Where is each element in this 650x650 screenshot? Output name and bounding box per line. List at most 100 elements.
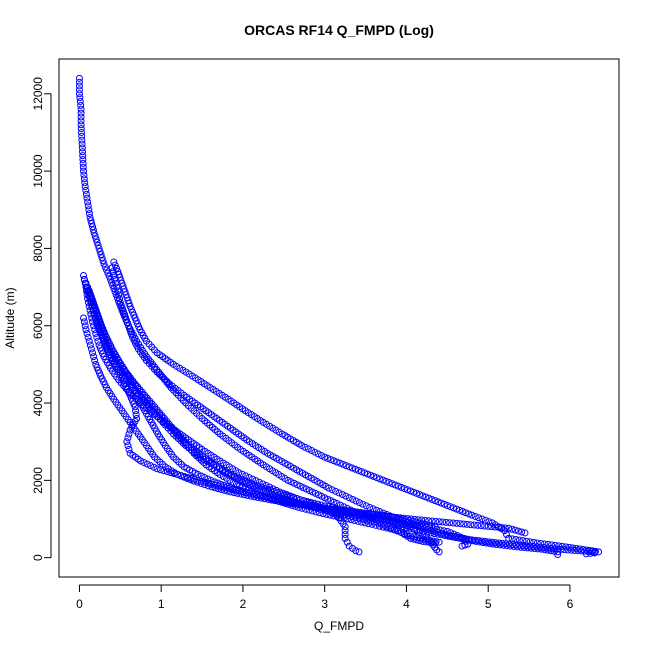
data-point — [177, 472, 185, 480]
data-point — [367, 471, 375, 479]
data-point — [342, 462, 350, 470]
data-point — [526, 542, 534, 550]
y-tick-label: 0 — [31, 554, 45, 561]
data-point — [311, 448, 319, 456]
data-point — [550, 545, 558, 553]
data-point — [355, 548, 363, 556]
data-point — [533, 543, 541, 551]
data-point — [370, 472, 378, 480]
data-point — [523, 537, 531, 545]
data-point — [254, 482, 262, 490]
data-point — [303, 501, 311, 509]
data-point — [351, 465, 359, 473]
data-point — [132, 411, 140, 419]
data-point — [453, 505, 461, 513]
data-point — [379, 523, 387, 531]
data-point — [400, 530, 408, 538]
data-point — [348, 464, 356, 472]
data-point — [554, 545, 562, 553]
data-point — [349, 495, 357, 503]
data-point — [387, 525, 394, 533]
data-point — [226, 483, 234, 491]
data-point — [223, 482, 231, 490]
data-point — [77, 125, 85, 133]
data-point — [434, 498, 442, 506]
data-point — [418, 516, 426, 524]
data-point — [317, 504, 325, 512]
data-point — [77, 121, 85, 129]
data-point — [355, 499, 363, 507]
data-point — [77, 117, 85, 125]
data-point — [543, 544, 551, 552]
data-point — [77, 105, 85, 113]
data-point — [505, 524, 513, 532]
data-point — [345, 463, 353, 471]
data-point — [94, 241, 102, 249]
data-point — [310, 503, 318, 511]
y-tick-label: 2000 — [31, 467, 45, 494]
data-point — [76, 94, 84, 102]
data-point — [92, 235, 100, 243]
data-point — [288, 499, 296, 507]
data-point — [357, 468, 365, 476]
data-point — [442, 518, 450, 526]
data-point — [76, 98, 84, 106]
data-point — [341, 527, 349, 535]
data-point — [446, 503, 454, 511]
data-point — [82, 279, 90, 287]
data-point — [91, 357, 99, 365]
data-point — [277, 497, 285, 505]
y-tick-label: 10000 — [31, 154, 45, 188]
data-point — [391, 481, 399, 489]
data-point — [373, 474, 381, 482]
data-point — [431, 497, 439, 505]
data-point — [342, 492, 350, 500]
data-point — [86, 213, 94, 221]
data-point — [204, 475, 212, 483]
data-point — [119, 309, 127, 317]
data-point — [217, 480, 225, 488]
data-point — [521, 529, 529, 537]
data-point — [498, 524, 506, 532]
data-point — [526, 538, 534, 546]
data-point — [273, 489, 281, 497]
data-point — [547, 544, 555, 552]
data-point — [78, 136, 86, 144]
data-point — [242, 472, 250, 480]
data-point — [259, 493, 267, 501]
data-point — [425, 521, 433, 529]
data-point — [180, 473, 188, 481]
data-point — [385, 479, 393, 487]
data-point — [407, 487, 415, 495]
data-point — [362, 502, 370, 510]
data-point — [77, 109, 85, 117]
data-point — [530, 538, 538, 546]
plot-area-frame — [58, 58, 620, 578]
data-point — [352, 497, 360, 505]
data-point — [351, 517, 359, 525]
data-point — [236, 486, 244, 494]
data-point — [420, 535, 428, 543]
data-point — [79, 163, 87, 171]
data-point — [80, 314, 88, 322]
data-point — [143, 460, 151, 468]
data-point — [468, 511, 476, 519]
data-point — [436, 526, 444, 534]
data-point — [365, 520, 373, 528]
data-point — [193, 478, 201, 486]
data-point — [431, 523, 439, 531]
data-point — [478, 537, 486, 545]
data-point — [400, 514, 408, 522]
data-point — [461, 541, 469, 549]
data-point — [410, 533, 418, 541]
data-point — [533, 539, 541, 547]
data-point — [359, 500, 367, 508]
data-point — [512, 541, 520, 549]
data-point — [343, 538, 351, 546]
data-point — [79, 148, 86, 156]
data-point — [505, 540, 513, 548]
data-point — [358, 518, 366, 526]
data-point — [112, 279, 120, 287]
data-point — [492, 539, 500, 547]
data-point — [502, 540, 510, 548]
